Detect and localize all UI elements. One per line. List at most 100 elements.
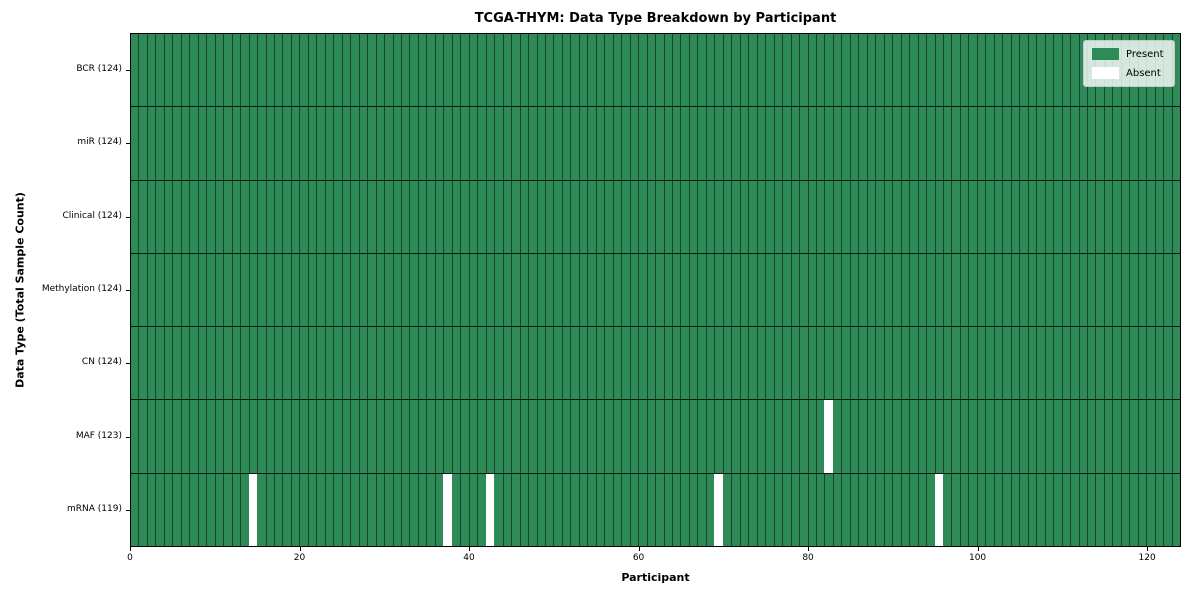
heatmap-cell-present <box>392 180 401 253</box>
heatmap-cell-present <box>1053 327 1062 400</box>
heatmap-cell-present <box>646 180 656 253</box>
heatmap-cell-present <box>993 400 1003 473</box>
heatmap-cell-present <box>1137 107 1147 180</box>
heatmap-cell-present <box>1112 473 1121 546</box>
heatmap-cell-present <box>519 327 529 400</box>
heatmap-cell-present <box>638 180 647 253</box>
heatmap-cell-present <box>722 180 732 253</box>
heatmap-cell-present <box>815 473 825 546</box>
heatmap-cell-present <box>146 473 156 546</box>
heatmap-cell-present <box>519 34 529 107</box>
heatmap-cell-present <box>756 327 766 400</box>
heatmap-cell-present <box>858 107 867 180</box>
heatmap-cell-present <box>722 253 732 327</box>
heatmap-cell-present <box>163 180 173 253</box>
heatmap-cell-present <box>367 180 376 253</box>
heatmap-cell-present <box>358 400 368 473</box>
heatmap-cell-present <box>307 107 317 180</box>
heatmap-cell-present <box>1146 253 1155 327</box>
heatmap-cell-present <box>265 34 274 107</box>
heatmap-cell-present <box>1129 327 1138 400</box>
heatmap-cell-present <box>663 253 672 327</box>
heatmap-cell-present <box>815 107 825 180</box>
heatmap-cell-present <box>748 107 757 180</box>
heatmap-cell-present <box>1027 327 1037 400</box>
heatmap-cell-present <box>1146 180 1155 253</box>
heatmap-cell-present <box>900 400 910 473</box>
heatmap-cell-present <box>765 180 774 253</box>
heatmap-cell-present <box>976 34 986 107</box>
heatmap-cell-present <box>434 107 444 180</box>
heatmap-cell-present <box>1163 180 1172 253</box>
heatmap-cell-present <box>223 180 232 253</box>
x-tick-label: 0 <box>127 553 133 563</box>
heatmap-cell-present <box>672 400 681 473</box>
heatmap-cell-present <box>299 107 308 180</box>
heatmap-cell-present <box>324 473 334 546</box>
heatmap-cell-present <box>561 107 571 180</box>
heatmap-cell-present <box>367 327 376 400</box>
heatmap-cell-present <box>1154 253 1164 327</box>
heatmap-cell-present <box>358 327 368 400</box>
heatmap-cell-present <box>1086 253 1096 327</box>
heatmap-cell-present <box>155 400 164 473</box>
heatmap-cell-present <box>587 180 596 253</box>
heatmap-cell-present <box>561 473 571 546</box>
heatmap-cell-present <box>587 253 596 327</box>
heatmap-cell-present <box>1044 473 1054 546</box>
heatmap-cell-present <box>180 327 190 400</box>
heatmap-cell-present <box>875 34 884 107</box>
heatmap-cell-present <box>892 400 901 473</box>
heatmap-cell-present <box>841 107 850 180</box>
heatmap-cell-present <box>858 400 867 473</box>
heatmap-cell-present <box>968 400 977 473</box>
heatmap-cell-present <box>341 327 351 400</box>
heatmap-cell-present <box>799 473 808 546</box>
heatmap-cell-present <box>858 253 867 327</box>
heatmap-cell-present <box>443 253 452 327</box>
heatmap-cell-present <box>993 253 1003 327</box>
heatmap-cell-present <box>502 473 512 546</box>
heatmap-cell-present <box>1095 400 1104 473</box>
heatmap-cell-present <box>1044 400 1054 473</box>
heatmap-cell-present <box>299 400 308 473</box>
heatmap-cell-present <box>866 400 876 473</box>
heatmap-cell-present <box>832 34 842 107</box>
heatmap-cell-present <box>1120 253 1130 327</box>
heatmap-cell-present <box>604 34 613 107</box>
y-tick-mark <box>126 143 130 145</box>
heatmap-cell-present <box>494 107 503 180</box>
heatmap-cell-present <box>257 400 266 473</box>
heatmap-cell-present <box>765 253 774 327</box>
heatmap-cell-present <box>172 400 181 473</box>
heatmap-cell-present <box>375 400 385 473</box>
heatmap-cell-present <box>680 400 689 473</box>
heatmap-cell-present <box>485 253 495 327</box>
heatmap-cell-present <box>1019 180 1028 253</box>
heatmap-cell-present <box>401 400 410 473</box>
heatmap-cell-present <box>146 180 156 253</box>
heatmap-cell-present <box>146 253 156 327</box>
heatmap-cell-present <box>968 473 977 546</box>
heatmap-cell-present <box>434 253 444 327</box>
heatmap-cell-present <box>1137 180 1147 253</box>
heatmap-cell-present <box>299 34 308 107</box>
heatmap-cell-present <box>985 253 994 327</box>
heatmap-cell-present <box>172 107 181 180</box>
heatmap-cell-present <box>892 327 901 400</box>
heatmap-cell-present <box>655 327 664 400</box>
heatmap-cell-present <box>722 400 732 473</box>
heatmap-cell-present <box>663 107 672 180</box>
heatmap-cell-present <box>316 327 325 400</box>
heatmap-cell-present <box>646 327 656 400</box>
heatmap-cell-present <box>468 400 478 473</box>
heatmap-cell-present <box>909 34 918 107</box>
heatmap-cell-present <box>909 107 918 180</box>
heatmap-row-miR <box>131 106 1181 180</box>
heatmap-cell-present <box>739 400 749 473</box>
heatmap-cell-present <box>290 180 300 253</box>
heatmap-cell-present <box>968 327 977 400</box>
heatmap-cell-present <box>680 34 689 107</box>
heatmap-cell-present <box>1036 400 1045 473</box>
heatmap-cell-present <box>189 473 198 546</box>
